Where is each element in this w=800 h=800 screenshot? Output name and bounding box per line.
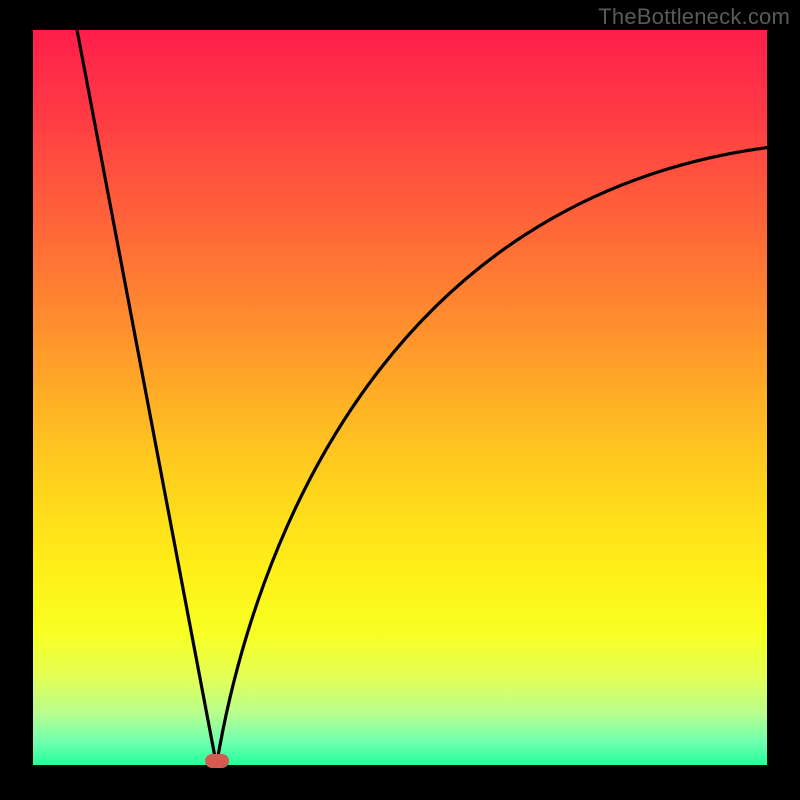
watermark-text: TheBottleneck.com <box>598 4 790 30</box>
chart-container: TheBottleneck.com <box>0 0 800 800</box>
bottleneck-curve <box>0 0 800 800</box>
optimal-point-marker <box>205 754 229 768</box>
